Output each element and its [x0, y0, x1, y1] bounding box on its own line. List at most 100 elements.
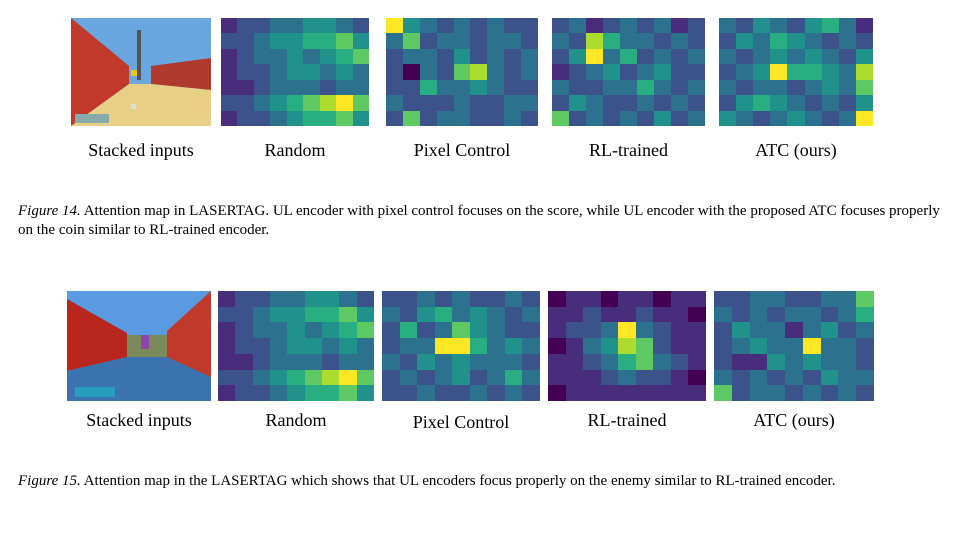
- heatmap-cell: [653, 369, 671, 386]
- heatmap-cell: [221, 95, 238, 111]
- heatmap-cell: [417, 353, 435, 370]
- f15-rl-trained-heatmap: [548, 291, 706, 401]
- heatmap-cell: [804, 95, 822, 111]
- heatmap-cell: [319, 64, 337, 80]
- heatmap-cell: [565, 338, 584, 354]
- heatmap-cell: [714, 306, 732, 323]
- heatmap-cell: [470, 79, 488, 96]
- heatmap-cell: [785, 338, 803, 354]
- heatmap-cell: [522, 385, 540, 401]
- heatmap-cell: [522, 369, 540, 386]
- heatmap-cell: [382, 369, 400, 386]
- heatmap-cell: [821, 95, 839, 111]
- heatmap-cell: [552, 95, 569, 111]
- heatmap-cell: [270, 95, 287, 111]
- heatmap-cell: [749, 353, 768, 370]
- heatmap-cell: [218, 322, 236, 339]
- heatmap-cell: [736, 48, 754, 65]
- heatmap-cell: [434, 385, 453, 401]
- heatmap-cell: [287, 369, 305, 386]
- heatmap-cell: [653, 353, 671, 370]
- heatmap-cell: [336, 48, 353, 65]
- f15-pixel-control-heatmap: [382, 291, 540, 401]
- heatmap-cell: [637, 110, 654, 126]
- heatmap-cell: [688, 353, 706, 370]
- heatmap-cell: [770, 18, 788, 34]
- heatmap-cell: [802, 291, 821, 307]
- heatmap-cell: [221, 110, 238, 126]
- f14-label-rl: RL-trained: [589, 140, 668, 160]
- heatmap-cell: [548, 369, 566, 386]
- heatmap-cell: [487, 79, 505, 96]
- heatmap-cell: [804, 64, 822, 80]
- heatmap-cell: [583, 369, 601, 386]
- heatmap-cell: [417, 369, 435, 386]
- heatmap-cell: [671, 95, 688, 111]
- heatmap-cell: [838, 18, 856, 34]
- f14-rl-trained-heatmap: [552, 18, 705, 126]
- heatmap-cell: [287, 338, 305, 354]
- heatmap-cell: [304, 322, 322, 339]
- heatmap-cell: [522, 322, 540, 339]
- heatmap-cell: [287, 385, 305, 401]
- heatmap-cell: [382, 306, 400, 323]
- heatmap-cell: [653, 385, 671, 401]
- heatmap-cell: [620, 48, 637, 65]
- heatmap-cell: [635, 353, 654, 370]
- heatmap-cell: [671, 33, 688, 49]
- heatmap-cell: [548, 353, 566, 370]
- heatmap-cell: [620, 18, 637, 34]
- heatmap-cell: [237, 18, 254, 34]
- heatmap-cell: [583, 338, 601, 354]
- heatmap-cell: [352, 33, 369, 49]
- heatmap-cell: [270, 291, 288, 307]
- heatmap-cell: [802, 338, 821, 354]
- heatmap-cell: [218, 385, 236, 401]
- heatmap-cell: [635, 338, 654, 354]
- heatmap-cell: [635, 291, 654, 307]
- heatmap-cell: [487, 18, 505, 34]
- heatmap-cell: [521, 64, 538, 80]
- heatmap-cell: [654, 18, 671, 34]
- heatmap-cell: [670, 385, 689, 401]
- heatmap-cell: [252, 353, 270, 370]
- heatmap-cell: [402, 33, 420, 49]
- heatmap-cell: [785, 322, 803, 339]
- heatmap-cell: [719, 95, 737, 111]
- heatmap-cell: [586, 33, 603, 49]
- heatmap-cell: [469, 322, 488, 339]
- heatmap-cell: [436, 79, 454, 96]
- heatmap-cell: [237, 64, 254, 80]
- heatmap-cell: [714, 322, 732, 339]
- heatmap-cell: [356, 306, 374, 323]
- heatmap-cell: [487, 369, 505, 386]
- heatmap-cell: [487, 322, 505, 339]
- heatmap-cell: [270, 79, 287, 96]
- heatmap-cell: [618, 291, 636, 307]
- heatmap-cell: [586, 64, 603, 80]
- heatmap-cell: [286, 95, 304, 111]
- heatmap-cell: [767, 291, 786, 307]
- heatmap-cell: [785, 369, 803, 386]
- heatmap-cell: [569, 95, 586, 111]
- heatmap-cell: [487, 64, 505, 80]
- heatmap-cell: [382, 322, 400, 339]
- heatmap-cell: [569, 33, 586, 49]
- heatmap-cell: [671, 64, 688, 80]
- heatmap-cell: [552, 64, 569, 80]
- heatmap-cell: [386, 95, 403, 111]
- heatmap-cell: [838, 306, 857, 323]
- heatmap-cell: [419, 48, 437, 65]
- f14-label-pixel: Pixel Control: [413, 140, 511, 160]
- heatmap-cell: [802, 385, 821, 401]
- heatmap-cell: [386, 48, 403, 65]
- heatmap-cell: [402, 95, 420, 111]
- heatmap-cell: [603, 33, 620, 49]
- f15-label-stacked: Stacked inputs: [86, 410, 192, 430]
- f15-stacked-input-image: [67, 291, 211, 401]
- f14-label-random: Random: [264, 140, 326, 160]
- heatmap-cell: [287, 322, 305, 339]
- heatmap-cell: [804, 110, 822, 126]
- heatmap-cell: [569, 79, 586, 96]
- heatmap-cell: [753, 18, 771, 34]
